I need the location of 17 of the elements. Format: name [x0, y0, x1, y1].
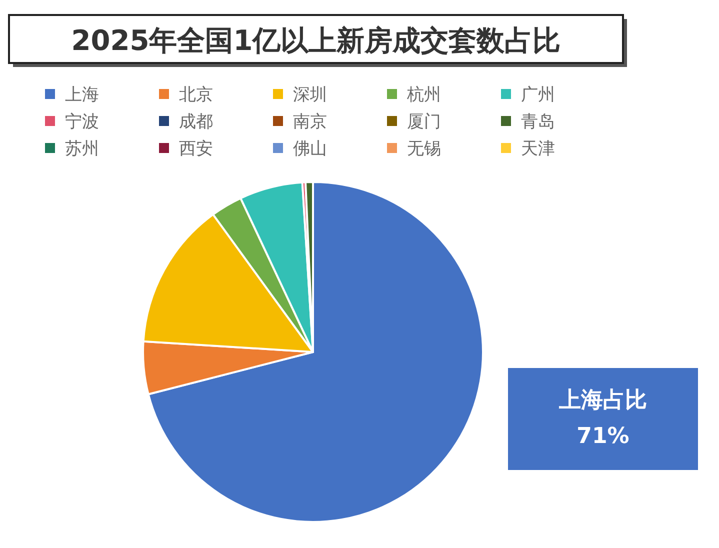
text: 上海占比 71% [558, 388, 647, 449]
legend-label: 上海 [65, 85, 99, 105]
legend-label: 厦门 [407, 112, 441, 132]
legend-label: 南京 [293, 112, 327, 132]
legend-label: 佛山 [293, 139, 327, 159]
legend-label: 苏州 [65, 139, 99, 159]
legend-label: 杭州 [406, 85, 441, 105]
legend-label: 北京 [179, 85, 213, 105]
legend-label: 广州 [521, 85, 555, 105]
legend-label: 成都 [179, 112, 213, 132]
legend-label: 西安 [179, 139, 213, 159]
legend-label: 宁波 [65, 112, 99, 132]
chart-title: 2025年全国1亿以上新房成交套数占比 [71, 24, 561, 57]
legend-label: 青岛 [521, 112, 555, 132]
legend-label: 无锡 [407, 139, 441, 159]
legend-label: 天津 [521, 139, 555, 159]
legend-label: 深圳 [293, 85, 327, 105]
